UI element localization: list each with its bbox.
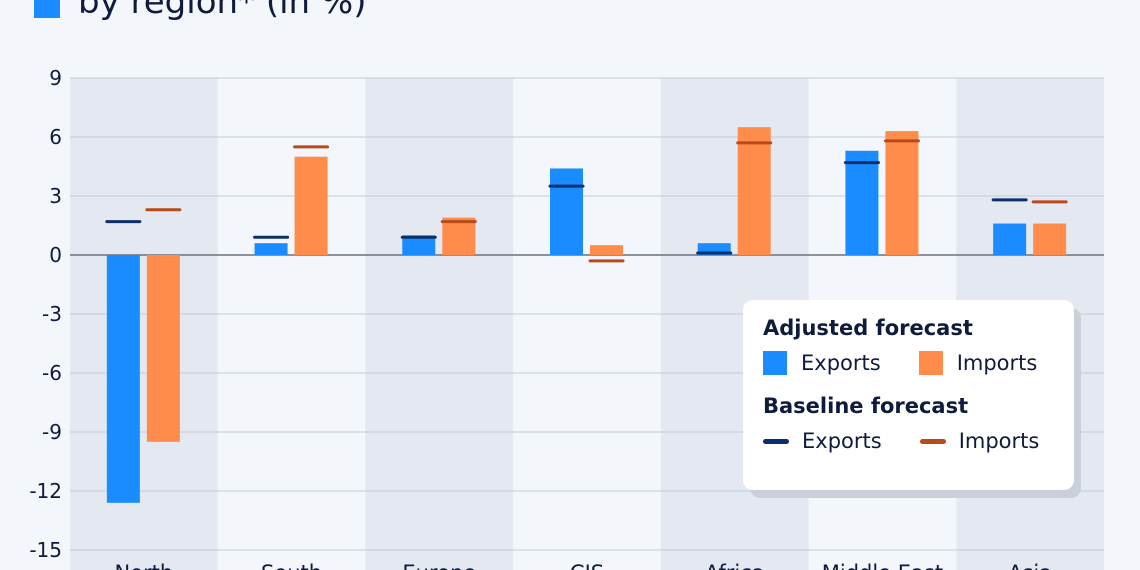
legend-baseline-row: Exports Imports: [763, 426, 1074, 456]
exports-bar: [845, 150, 879, 255]
category-band: [70, 78, 218, 570]
exports-bar: [254, 243, 288, 255]
x-category-label: South: [261, 561, 322, 570]
legend-adjusted-exports: Exports: [763, 351, 881, 375]
imports-bar: [737, 127, 771, 255]
exports-bar: [106, 255, 140, 503]
x-category-label: Middle East: [822, 561, 943, 570]
y-tick-label: -3: [42, 302, 62, 326]
y-tick-label: -9: [42, 420, 62, 444]
legend-baseline-imports: Imports: [919, 429, 1040, 453]
x-category-label: CIS: [570, 561, 604, 570]
y-tick-label: -6: [42, 361, 62, 385]
y-tick-label: 9: [49, 66, 62, 90]
imports-bar: [1033, 223, 1067, 255]
legend-imports-label: Imports: [956, 351, 1038, 375]
imports-bar: [885, 131, 919, 255]
x-category-label: Europe: [402, 561, 476, 570]
y-tick-label: -15: [29, 538, 62, 562]
legend-baseline-exports: Exports: [763, 429, 882, 453]
legend: Adjusted forecast Exports Imports Baseli…: [743, 300, 1074, 490]
imports-swatch: [918, 351, 943, 375]
baseline-exports-swatch: [763, 438, 789, 444]
exports-bar: [697, 243, 731, 255]
x-category-label: Africa: [705, 561, 765, 570]
imports-bar: [590, 245, 623, 255]
imports-bar: [294, 156, 328, 255]
legend-baseline-exports-label: Exports: [802, 429, 882, 453]
imports-bar: [146, 255, 180, 442]
y-tick-label: 6: [49, 125, 62, 149]
legend-baseline-imports-label: Imports: [958, 429, 1040, 453]
x-category-label: Asia: [1008, 561, 1052, 570]
header-color-swatch: [34, 0, 60, 18]
y-tick-label: 3: [49, 184, 62, 208]
legend-adjusted-row: Exports Imports: [763, 348, 1074, 378]
category-band: [365, 78, 514, 570]
chart-title: by region* (in %): [78, 0, 367, 22]
imports-bar: [442, 217, 476, 255]
exports-bar: [550, 168, 583, 255]
exports-bar: [402, 235, 436, 255]
exports-swatch: [763, 351, 787, 375]
legend-exports-label: Exports: [801, 351, 881, 375]
baseline-imports-swatch: [919, 438, 946, 444]
y-tick-label: 0: [49, 243, 62, 267]
legend-adjusted-imports: Imports: [918, 351, 1038, 375]
legend-baseline-heading: Baseline forecast: [763, 394, 969, 418]
exports-bar: [993, 223, 1027, 255]
y-tick-label: -12: [29, 479, 62, 503]
legend-adjusted-heading: Adjusted forecast: [763, 316, 973, 340]
x-category-label: North: [114, 561, 173, 570]
